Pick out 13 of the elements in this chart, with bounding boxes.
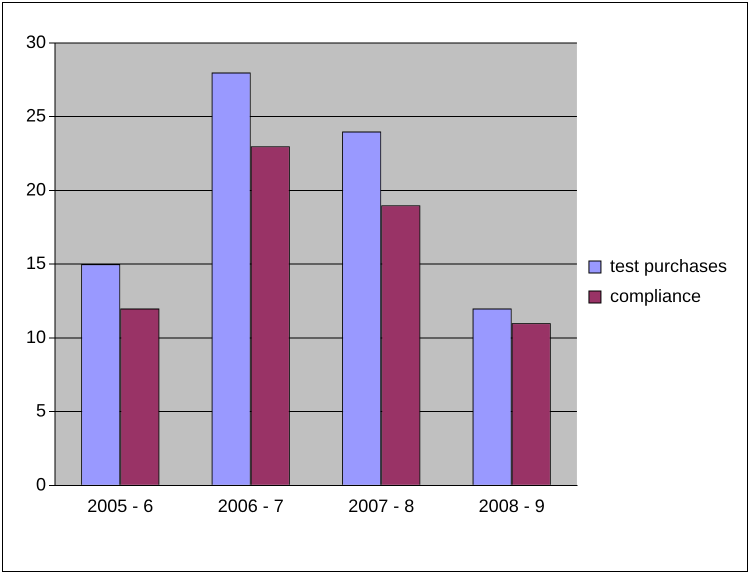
x-tick-label: 2005 - 6 — [87, 496, 154, 516]
x-tick-label: 2008 - 9 — [478, 496, 545, 516]
y-tick-label: 20 — [26, 179, 46, 200]
y-tick-label: 30 — [26, 32, 46, 52]
y-tick-label: 10 — [26, 326, 46, 347]
legend-label: test purchases — [610, 256, 727, 276]
x-tick-label: 2006 - 7 — [218, 496, 284, 516]
y-tick-label: 25 — [26, 106, 46, 126]
x-tick-label: 2007 - 8 — [348, 496, 414, 516]
y-tick-label: 5 — [36, 400, 46, 421]
y-tick-label: 15 — [26, 253, 46, 274]
legend-label: compliance — [610, 286, 701, 306]
y-tick-label: 0 — [36, 474, 46, 494]
